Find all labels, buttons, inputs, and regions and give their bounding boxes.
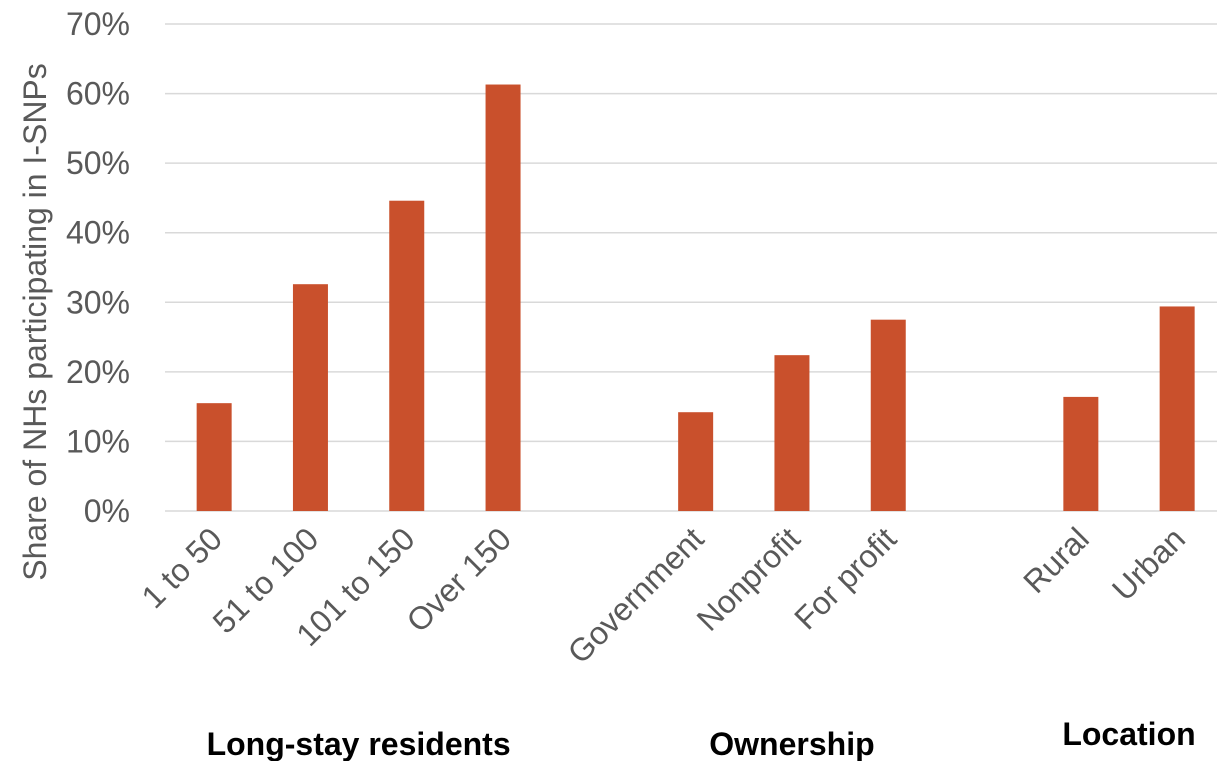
y-tick-label: 30%	[66, 284, 130, 320]
x-tick-label: Over 150	[399, 520, 518, 639]
group-label: Location	[1062, 716, 1195, 752]
y-tick-label: 70%	[66, 6, 130, 42]
x-tick-label: Urban	[1105, 520, 1192, 607]
bar	[292, 284, 328, 511]
bar	[678, 412, 714, 511]
bar	[1063, 396, 1099, 511]
gridlines	[165, 23, 1217, 512]
group-label: Ownership	[709, 726, 874, 761]
y-tick-label: 10%	[66, 423, 130, 459]
group-label: Long-stay residents	[207, 726, 511, 761]
bar	[196, 403, 232, 511]
y-axis-label: Share of NHs participating in I-SNPs	[17, 63, 53, 581]
y-tick-label: 50%	[66, 145, 130, 181]
bar	[1159, 306, 1195, 511]
bar	[774, 355, 810, 511]
y-tick-label: 20%	[66, 354, 130, 390]
y-axis-ticks: 0% 10% 20% 30% 40% 50% 60% 70%	[66, 6, 130, 529]
x-tick-label: Nonprofit	[690, 520, 807, 637]
bar	[389, 200, 425, 511]
x-tick-label: Government	[561, 520, 711, 670]
bar	[870, 319, 906, 511]
x-tick-label: For profit	[787, 520, 903, 636]
x-tick-label: Rural	[1016, 520, 1096, 600]
y-tick-label: 40%	[66, 215, 130, 251]
bars	[196, 84, 1195, 511]
bar	[485, 84, 521, 511]
group-labels: Long-stay residents Ownership Location	[207, 716, 1196, 762]
y-tick-label: 0%	[84, 493, 130, 529]
x-tick-label: 1 to 50	[134, 520, 229, 615]
y-tick-label: 60%	[66, 76, 130, 112]
